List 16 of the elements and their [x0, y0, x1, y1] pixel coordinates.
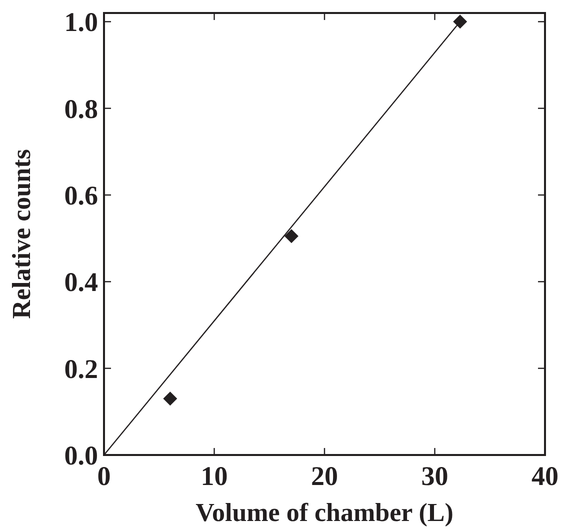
x-tick-label: 20 [311, 461, 338, 491]
x-axis-title: Volume of chamber (L) [196, 498, 454, 527]
y-tick-label: 0.4 [64, 267, 98, 298]
y-tick-label: 0.2 [64, 354, 98, 384]
y-axis-title: Relative counts [7, 149, 36, 319]
x-tick-label: 10 [200, 461, 228, 491]
y-tick-label: 0.0 [64, 440, 98, 470]
x-tick-label: 30 [421, 461, 448, 491]
y-tick-label: 1.0 [64, 7, 98, 38]
y-tick-label: 0.8 [64, 94, 98, 124]
y-tick-label: 0.6 [64, 180, 98, 210]
x-tick-label: 40 [532, 461, 558, 491]
x-tick-label: 0 [97, 461, 111, 491]
point [453, 14, 468, 29]
point [163, 392, 178, 406]
point [284, 229, 298, 244]
